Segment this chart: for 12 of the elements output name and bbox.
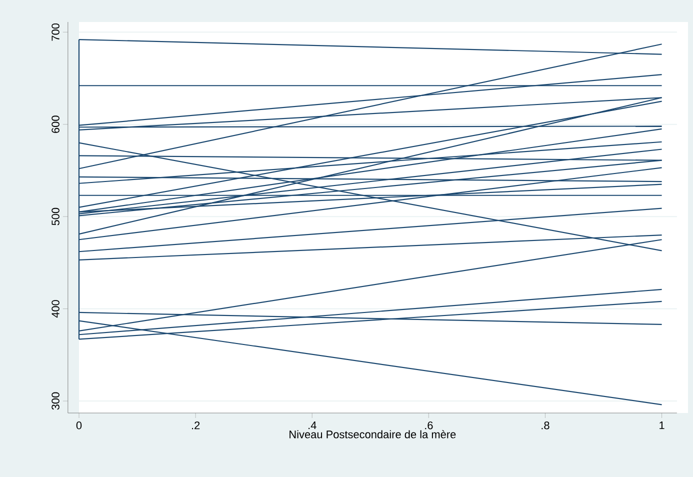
x-tick-label: 0 <box>76 422 82 430</box>
y-tick-label: 500 <box>52 208 60 226</box>
x-tick-label: .4 <box>308 422 316 430</box>
y-tick-label: 400 <box>52 300 60 318</box>
y-tick-label: 300 <box>52 392 60 410</box>
x-tick-label: 1 <box>660 422 664 430</box>
x-tick-label: .6 <box>425 422 433 430</box>
y-tick-label: 600 <box>52 116 60 133</box>
y-tick-label: 700 <box>52 23 60 41</box>
x-tick-label: .2 <box>192 422 200 430</box>
x-tick-label: .8 <box>542 422 550 430</box>
x-axis-title: Niveau Postsecondaire de la mère <box>290 430 456 438</box>
